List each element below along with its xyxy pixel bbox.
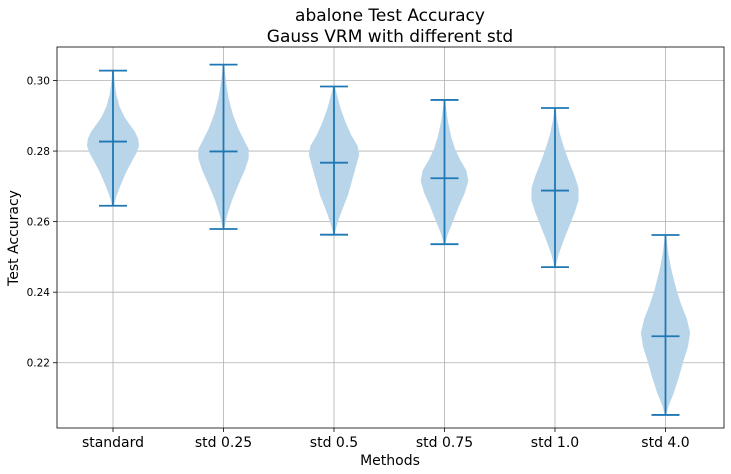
- y-tick-label: 0.30: [27, 76, 50, 88]
- x-tick-label: std 0.25: [195, 435, 252, 451]
- y-tick-label: 0.24: [27, 287, 51, 299]
- x-tick-label: standard: [82, 435, 144, 451]
- chart-title-line-1: abalone Test Accuracy: [295, 6, 485, 26]
- chart-title-line-2: Gauss VRM with different std: [267, 27, 513, 47]
- y-tick-label: 0.26: [27, 217, 51, 229]
- y-axis-label: Test Accuracy: [6, 190, 22, 287]
- x-axis-ticks: standard std 0.25 std 0.5 std 0.75 std 1.0 st…: [82, 428, 690, 451]
- y-tick-label: 0.28: [27, 146, 50, 158]
- x-tick-label: std 1.0: [531, 435, 579, 451]
- x-tick-label: std 0.75: [416, 435, 473, 451]
- violin-stat-lines: [99, 63, 680, 416]
- plot-frame: [56, 46, 725, 429]
- grid: [57, 47, 724, 428]
- y-tick-label: 0.22: [27, 358, 50, 370]
- x-tick-label: std 0.5: [310, 435, 358, 451]
- x-tick-label: std 4.0: [641, 435, 689, 451]
- x-axis-label: Methods: [360, 453, 420, 469]
- y-axis-ticks: 0.22 0.24 0.26 0.28 0.30: [27, 76, 57, 370]
